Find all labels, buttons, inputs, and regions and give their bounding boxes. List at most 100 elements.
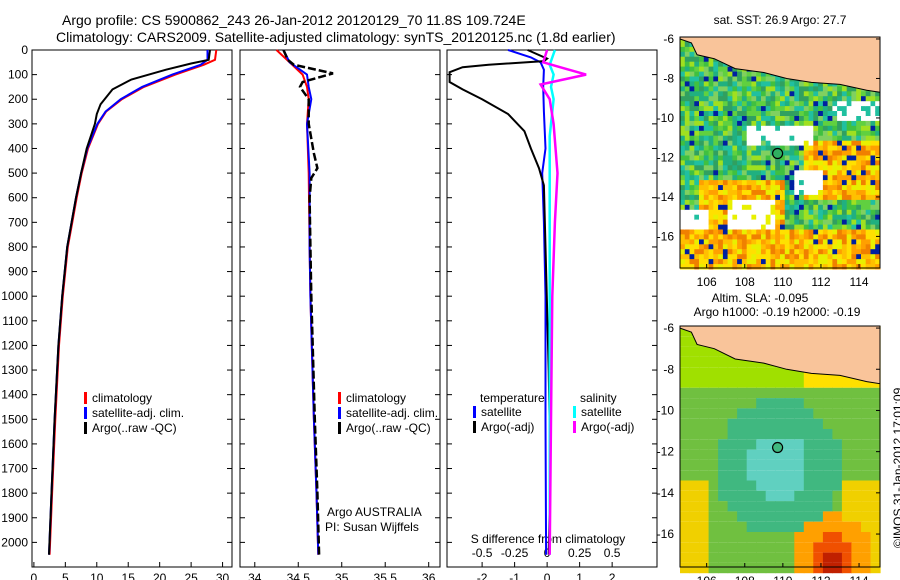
map-cell	[703, 56, 710, 63]
map-cell	[727, 185, 733, 191]
map-cell	[713, 86, 719, 92]
map-cell	[822, 449, 833, 460]
map-cell	[856, 86, 862, 92]
map-cell	[851, 490, 862, 502]
map-cell	[708, 459, 719, 471]
map-cell	[841, 116, 848, 122]
map-cell	[680, 542, 691, 553]
map-cell	[756, 116, 762, 122]
map-cell	[722, 165, 729, 171]
map-cell	[808, 190, 814, 196]
map-cell	[784, 76, 791, 82]
map-cell	[870, 101, 876, 107]
map-cell	[746, 175, 752, 181]
map-cell	[837, 116, 843, 122]
map-cell	[770, 234, 776, 240]
map-cell	[684, 190, 691, 196]
map-cell	[746, 511, 757, 522]
map-cell	[727, 398, 738, 409]
map-cell	[708, 116, 714, 122]
map-cell	[741, 175, 748, 181]
map-cell	[794, 209, 800, 216]
lat-tick-label: -12	[657, 150, 675, 164]
map-cell	[684, 66, 691, 72]
map-cell	[808, 264, 814, 270]
map-cell	[746, 199, 752, 206]
map-cell	[732, 190, 738, 196]
map-cell	[699, 449, 710, 460]
map-cell	[708, 480, 719, 491]
map-cell	[708, 180, 714, 186]
map-cell	[699, 204, 705, 211]
map-cell	[780, 101, 786, 107]
map-cell	[851, 429, 862, 440]
map-cell	[775, 214, 781, 221]
map-cell	[718, 66, 724, 72]
map-cell	[861, 175, 867, 181]
map-cell	[846, 175, 852, 181]
map-cell	[756, 244, 762, 250]
map-cell	[822, 86, 829, 92]
map-cell	[841, 160, 848, 166]
map-cell	[751, 96, 757, 102]
map-cell	[841, 429, 852, 440]
y-tick-label: 600	[8, 191, 28, 205]
map-cell	[680, 259, 686, 265]
map-cell	[713, 130, 719, 137]
map-cell	[813, 408, 824, 419]
legend-entry: climatology	[346, 391, 406, 405]
map-cell	[827, 239, 833, 245]
map-cell	[765, 249, 771, 255]
map-cell	[737, 429, 748, 440]
map-cell	[708, 249, 714, 255]
map-cell	[784, 398, 795, 409]
map-cell	[841, 562, 852, 574]
map-cell	[699, 459, 710, 471]
map-cell	[832, 377, 843, 388]
map-cell	[756, 408, 767, 419]
map-cell	[794, 199, 800, 206]
map-cell	[784, 106, 791, 112]
map-cell	[708, 56, 714, 63]
map-cell	[684, 224, 691, 230]
x-tick-label: 10	[90, 571, 104, 580]
map-cell	[722, 264, 729, 270]
map-cell	[703, 204, 710, 211]
map-cell	[837, 180, 843, 186]
map-cell	[789, 170, 795, 176]
map-cell	[875, 185, 881, 191]
map-cell	[861, 160, 867, 166]
map-cell	[832, 387, 843, 399]
map-cell	[784, 86, 791, 92]
map-cell	[813, 150, 819, 156]
map-cell	[832, 408, 843, 419]
map-cell	[689, 91, 695, 97]
map-cell	[737, 254, 743, 260]
map-cell	[703, 96, 710, 102]
map-cell	[727, 180, 733, 186]
map-cell	[737, 160, 743, 166]
map-cell	[837, 259, 843, 265]
map-cell	[722, 140, 729, 147]
map-cell	[856, 165, 862, 171]
lat-tick-label: -10	[657, 403, 675, 417]
map-cell	[713, 96, 719, 102]
map-cell	[680, 511, 691, 522]
map-cell	[865, 116, 871, 122]
map-cell	[718, 542, 729, 553]
map-cell	[694, 125, 700, 132]
map-cell	[846, 140, 852, 147]
map-cell	[727, 199, 733, 206]
map-cell	[765, 234, 771, 240]
map-cell	[708, 190, 714, 196]
map-cell	[794, 511, 805, 522]
map-cell	[784, 116, 791, 122]
map-cell	[841, 101, 848, 107]
map-cell	[799, 239, 805, 245]
map-cell	[684, 61, 691, 68]
map-cell	[756, 155, 762, 161]
map-cell	[737, 76, 743, 82]
map-cell	[856, 244, 862, 250]
map-cell	[761, 91, 767, 97]
map-cell	[684, 71, 691, 77]
